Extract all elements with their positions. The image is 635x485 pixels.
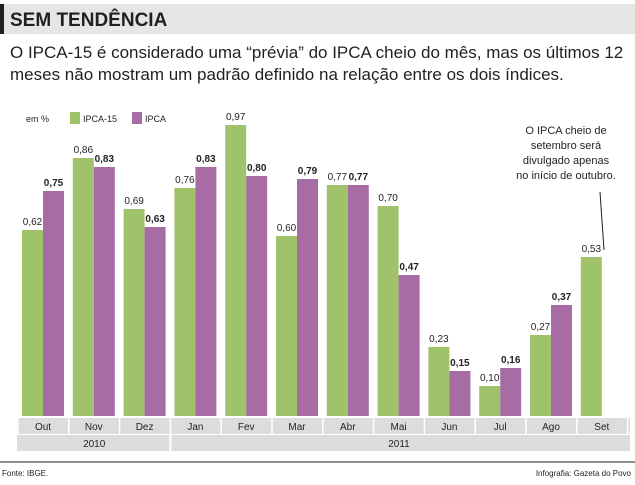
unit-label: em % <box>26 114 49 124</box>
tick-label-dez: Dez <box>136 422 154 433</box>
value-labels: 0,620,750,860,830,690,630,760,830,970,80… <box>23 112 602 384</box>
bars <box>22 125 602 416</box>
chart-title: SEM TENDÊNCIA <box>10 10 168 31</box>
legend: em % IPCA-15 IPCA <box>26 112 166 124</box>
legend-label-ipca: IPCA <box>145 114 166 124</box>
value-label-ipca-15-mai: 0,70 <box>378 193 398 204</box>
value-label-ipca-out: 0,75 <box>44 178 64 189</box>
credit-note: Infografia: Gazeta do Povo <box>535 469 631 478</box>
bar-ipca-nov <box>93 167 115 416</box>
annotation-line-2: setembro será <box>531 140 602 152</box>
annotation-line-3: divulgado apenas <box>523 155 610 167</box>
annotation-line-4: no início de outubro. <box>516 170 616 182</box>
bar-ipca-15-jun <box>428 347 450 416</box>
chart-subtitle: O IPCA-15 é considerado uma “prévia” do … <box>10 43 624 84</box>
legend-swatch-ipca-15 <box>70 112 80 124</box>
value-label-ipca-mai: 0,47 <box>399 262 419 273</box>
axis-band-years <box>17 435 630 451</box>
value-label-ipca-15-set: 0,53 <box>582 244 602 255</box>
value-label-ipca-15-dez: 0,69 <box>124 196 144 207</box>
bar-ipca-15-abr <box>326 185 348 416</box>
bar-ipca-15-jan <box>174 188 196 416</box>
bar-ipca-jan <box>195 167 217 416</box>
bar-ipca-mai <box>398 275 420 416</box>
tick-label-set: Set <box>594 422 609 433</box>
annotation-line-1: O IPCA cheio de <box>525 125 606 137</box>
legend-swatch-ipca <box>132 112 142 124</box>
bar-ipca-jun <box>449 371 471 416</box>
value-label-ipca-abr: 0,77 <box>349 172 369 183</box>
value-label-ipca-nov: 0,83 <box>95 154 115 165</box>
value-label-ipca-15-mar: 0,60 <box>277 223 297 234</box>
value-label-ipca-jun: 0,15 <box>450 358 470 369</box>
bar-ipca-15-jul <box>479 386 501 416</box>
tick-label-mar: Mar <box>288 422 306 433</box>
source-note: Fonte: IBGE. <box>2 469 49 478</box>
value-label-ipca-15-out: 0,62 <box>23 217 43 228</box>
bar-ipca-15-ago <box>530 335 551 416</box>
tick-label-jul: Jul <box>494 422 507 433</box>
bar-ipca-dez <box>144 227 166 416</box>
bar-ipca-abr <box>347 185 369 416</box>
value-label-ipca-15-jan: 0,76 <box>175 175 195 186</box>
value-label-ipca-jan: 0,83 <box>196 154 216 165</box>
value-label-ipca-15-fev: 0,97 <box>226 112 246 123</box>
title-accent <box>0 4 4 34</box>
value-label-ipca-fev: 0,80 <box>247 163 267 174</box>
tick-label-fev: Fev <box>238 422 255 433</box>
value-label-ipca-15-abr: 0,77 <box>328 172 348 183</box>
value-label-ipca-mar: 0,79 <box>298 166 318 177</box>
tick-label-mai: Mai <box>391 422 407 433</box>
value-label-ipca-15-nov: 0,86 <box>74 145 94 156</box>
tick-label-jun: Jun <box>441 422 457 433</box>
bar-ipca-mar <box>297 179 318 416</box>
bar-ipca-jul <box>500 368 522 416</box>
annotation-pointer <box>599 191 605 251</box>
legend-label-ipca-15: IPCA-15 <box>83 114 117 124</box>
tick-label-jan: Jan <box>187 422 203 433</box>
bar-ipca-out <box>43 191 64 416</box>
annotation: O IPCA cheio de setembro será divulgado ap… <box>516 125 616 251</box>
tick-label-out: Out <box>35 422 51 433</box>
bar-ipca-15-set <box>580 257 602 416</box>
tick-label-nov: Nov <box>85 422 103 433</box>
tick-label-abr: Abr <box>340 422 356 433</box>
bar-ipca-15-mai <box>377 206 399 416</box>
value-label-ipca-ago: 0,37 <box>552 292 572 303</box>
bar-ipca-15-nov <box>72 158 94 416</box>
year-label-2011: 2011 <box>388 439 410 450</box>
bar-ipca-15-fev <box>225 125 247 416</box>
bar-ipca-15-out <box>22 230 43 416</box>
title-bar: SEM TENDÊNCIA <box>0 4 635 34</box>
bar-ipca-ago <box>551 305 572 416</box>
tick-label-ago: Ago <box>542 422 560 433</box>
value-label-ipca-15-ago: 0,27 <box>531 322 551 333</box>
value-label-ipca-dez: 0,63 <box>145 214 165 225</box>
x-axis: Out Nov Dez Jan Fev Mar Abr Mai Jun Jul Ago Set 2010… <box>0 418 635 463</box>
bar-ipca-15-dez <box>123 209 145 416</box>
value-label-ipca-15-jun: 0,23 <box>429 334 449 345</box>
value-label-ipca-15-jul: 0,10 <box>480 373 500 384</box>
year-label-2010: 2010 <box>83 439 106 450</box>
value-label-ipca-jul: 0,16 <box>501 355 521 366</box>
bar-ipca-fev <box>246 176 268 416</box>
bar-ipca-15-mar <box>276 236 297 416</box>
